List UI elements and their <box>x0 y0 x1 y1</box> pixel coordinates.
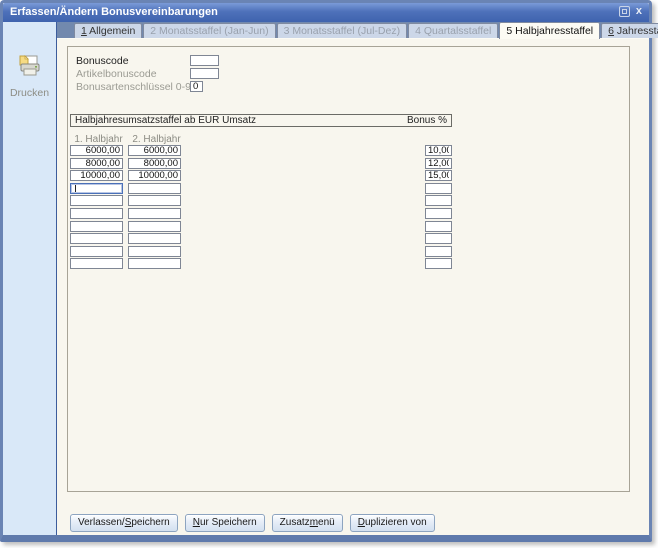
halbjahr2-input[interactable] <box>128 145 181 156</box>
bonus-input[interactable] <box>425 233 452 245</box>
halbjahr2-input[interactable] <box>128 195 181 207</box>
restore-icon-inner <box>621 9 627 14</box>
title-bar[interactable]: Erfassen/Ändern Bonusvereinbarungen x <box>3 3 649 22</box>
artikelbonuscode-input[interactable] <box>190 68 219 79</box>
halbjahr1-input[interactable] <box>70 207 123 219</box>
bonus-input[interactable] <box>425 145 452 156</box>
bonuscode-input[interactable] <box>190 55 219 66</box>
staffel-row <box>70 233 452 245</box>
halbjahr2-input[interactable] <box>128 207 181 219</box>
form-groupbox: Bonuscode Artikelbonuscode Bonusartensch… <box>67 46 630 492</box>
tab-allgemein[interactable]: 1 Allgemein <box>74 23 143 38</box>
staffel-row <box>70 157 452 169</box>
halbjahr2-input[interactable] <box>128 170 181 182</box>
tab-strip: 1 Allgemein 2 Monatsstaffel (Jan-Jun) 3 … <box>57 22 658 39</box>
staffel-row <box>70 145 452 156</box>
staffel-row <box>70 195 452 207</box>
staffel-row <box>70 182 452 194</box>
bonusartenschluessel-label: Bonusartenschlüssel 0-9 <box>76 81 191 93</box>
tab-jahresstaffel[interactable]: 6 Jahresstaffel <box>601 23 658 38</box>
duplizieren-von-button[interactable]: Duplizieren von <box>349 514 435 532</box>
staffel-rows <box>70 145 452 271</box>
print-label: Drucken <box>9 87 50 99</box>
tab-monatsstaffel-jan-jun: 2 Monatsstaffel (Jan-Jun) <box>143 23 276 38</box>
halbjahr1-input[interactable] <box>70 145 123 156</box>
zusatzmenue-button[interactable]: Zusatzmenü <box>271 514 343 532</box>
col-label-halbjahr2: 2. Halbjahr <box>132 134 181 145</box>
bonus-percent-header: Bonus % <box>406 115 447 126</box>
halbjahr2-input[interactable] <box>128 245 181 257</box>
bonus-input[interactable] <box>425 182 452 194</box>
halbjahr2-input[interactable] <box>128 258 181 270</box>
tab-quartalsstaffel: 4 Quartalsstaffel <box>408 23 499 38</box>
staffel-row <box>70 220 452 232</box>
staffel-header-bar: Halbjahresumsatzstaffel ab EUR Umsatz Bo… <box>70 114 452 127</box>
toolbar-sidebar: Drucken <box>3 22 57 535</box>
halbjahr1-input[interactable] <box>70 245 123 257</box>
bonus-input[interactable] <box>425 258 452 270</box>
bonusartenschluessel-input[interactable] <box>190 81 203 92</box>
bonus-input[interactable] <box>425 207 452 219</box>
halbjahr1-input-focused[interactable] <box>70 182 123 194</box>
verlassen-speichern-button[interactable]: Verlassen/Speichern <box>70 514 178 532</box>
tab-monatsstaffel-jul-dez: 3 Monatsstaffel (Jul-Dez) <box>276 23 408 38</box>
close-icon[interactable]: x <box>635 5 642 17</box>
halbjahr1-input[interactable] <box>70 157 123 169</box>
staffel-row <box>70 245 452 257</box>
tab-halbjahresstaffel[interactable]: 5 Halbjahresstaffel <box>499 22 601 39</box>
halbjahr2-input[interactable] <box>128 182 181 194</box>
halbjahr2-input[interactable] <box>128 157 181 169</box>
text-caret <box>75 184 76 192</box>
bonus-input[interactable] <box>425 245 452 257</box>
halbjahr2-input[interactable] <box>128 220 181 232</box>
window-title: Erfassen/Ändern Bonusvereinbarungen <box>10 6 218 18</box>
col-label-halbjahr1: 1. Halbjahr <box>74 134 123 145</box>
nur-speichern-button[interactable]: Nur Speichern <box>184 514 265 532</box>
halbjahr2-input[interactable] <box>128 233 181 245</box>
halbjahr1-input[interactable] <box>70 220 123 232</box>
bonus-input[interactable] <box>425 157 452 169</box>
halbjahr1-input[interactable] <box>70 195 123 207</box>
halbjahr1-input[interactable] <box>70 233 123 245</box>
staffel-row <box>70 170 452 182</box>
artikelbonuscode-label: Artikelbonuscode <box>76 68 157 80</box>
halbjahr1-input[interactable] <box>70 170 123 182</box>
printer-icon[interactable] <box>16 54 43 83</box>
bonus-input[interactable] <box>425 170 452 182</box>
tab-page: Bonuscode Artikelbonuscode Bonusartensch… <box>57 38 649 535</box>
halbjahr1-input[interactable] <box>70 258 123 270</box>
bonus-input[interactable] <box>425 220 452 232</box>
bonus-input[interactable] <box>425 195 452 207</box>
staffel-row <box>70 207 452 219</box>
restore-icon[interactable] <box>618 6 630 17</box>
button-bar: Verlassen/Speichern Nur Speichern Zusatz… <box>70 514 435 532</box>
bonuscode-label: Bonuscode <box>76 55 129 67</box>
staffel-header-title: Halbjahresumsatzstaffel ab EUR Umsatz <box>75 115 256 126</box>
staffel-row <box>70 258 452 270</box>
